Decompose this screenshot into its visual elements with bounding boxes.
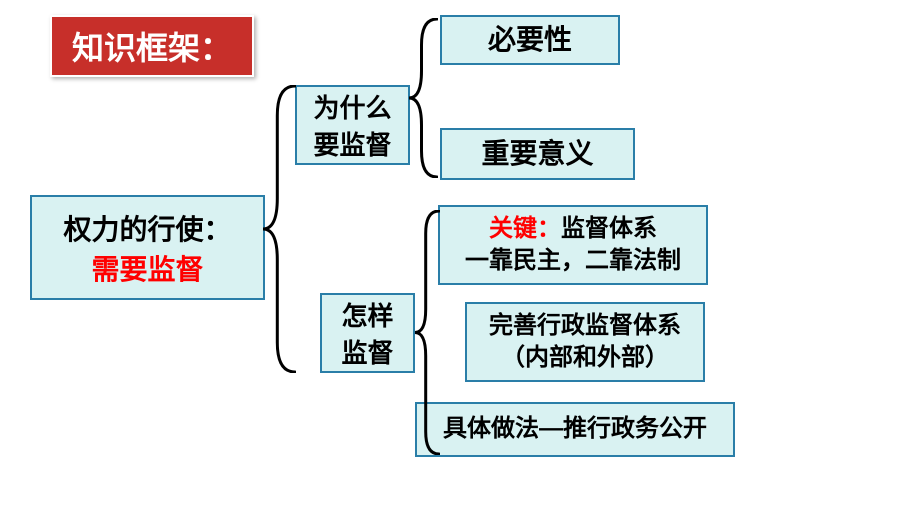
leaf-line: 一靠民主，二靠法制 — [465, 245, 681, 277]
leaf-box-key: 关键：监督体系一靠民主，二靠法制 — [438, 205, 708, 285]
leaf-line: 具体做法—推行政务公开 — [443, 413, 707, 445]
leaf-line: 重要意义 — [481, 135, 593, 173]
mid-line2: 要监督 — [313, 125, 391, 162]
brace-2 — [414, 210, 440, 460]
leaf-box-practice: 具体做法—推行政务公开 — [415, 402, 735, 457]
mid-box-how: 怎样监督 — [320, 293, 415, 373]
mid-line1: 怎样 — [341, 296, 393, 333]
brace-1 — [408, 18, 438, 183]
root-line2: 需要监督 — [91, 248, 203, 288]
root-box: 权力的行使： 需要监督 — [30, 195, 265, 300]
leaf-box-system: 完善行政监督体系（内部和外部） — [465, 302, 705, 382]
leaf-box-necessity: 必要性 — [440, 15, 620, 65]
mid-box-why: 为什么要监督 — [295, 85, 410, 165]
leaf-line: （内部和外部） — [501, 342, 669, 374]
leaf-line-black: 监督体系 — [561, 215, 657, 242]
root-line1: 权力的行使： — [63, 208, 231, 248]
leaf-line: 完善行政监督体系 — [489, 310, 681, 342]
leaf-line: 关键：监督体系 — [489, 213, 657, 245]
title-badge: 知识框架： — [50, 15, 254, 77]
brace-0 — [262, 85, 296, 378]
leaf-line-red: 关键： — [489, 215, 561, 242]
leaf-box-importance: 重要意义 — [440, 128, 635, 180]
leaf-line: 必要性 — [488, 21, 572, 59]
title-text: 知识框架： — [72, 23, 232, 69]
mid-line2: 监督 — [341, 333, 393, 370]
mid-line1: 为什么 — [313, 88, 391, 125]
